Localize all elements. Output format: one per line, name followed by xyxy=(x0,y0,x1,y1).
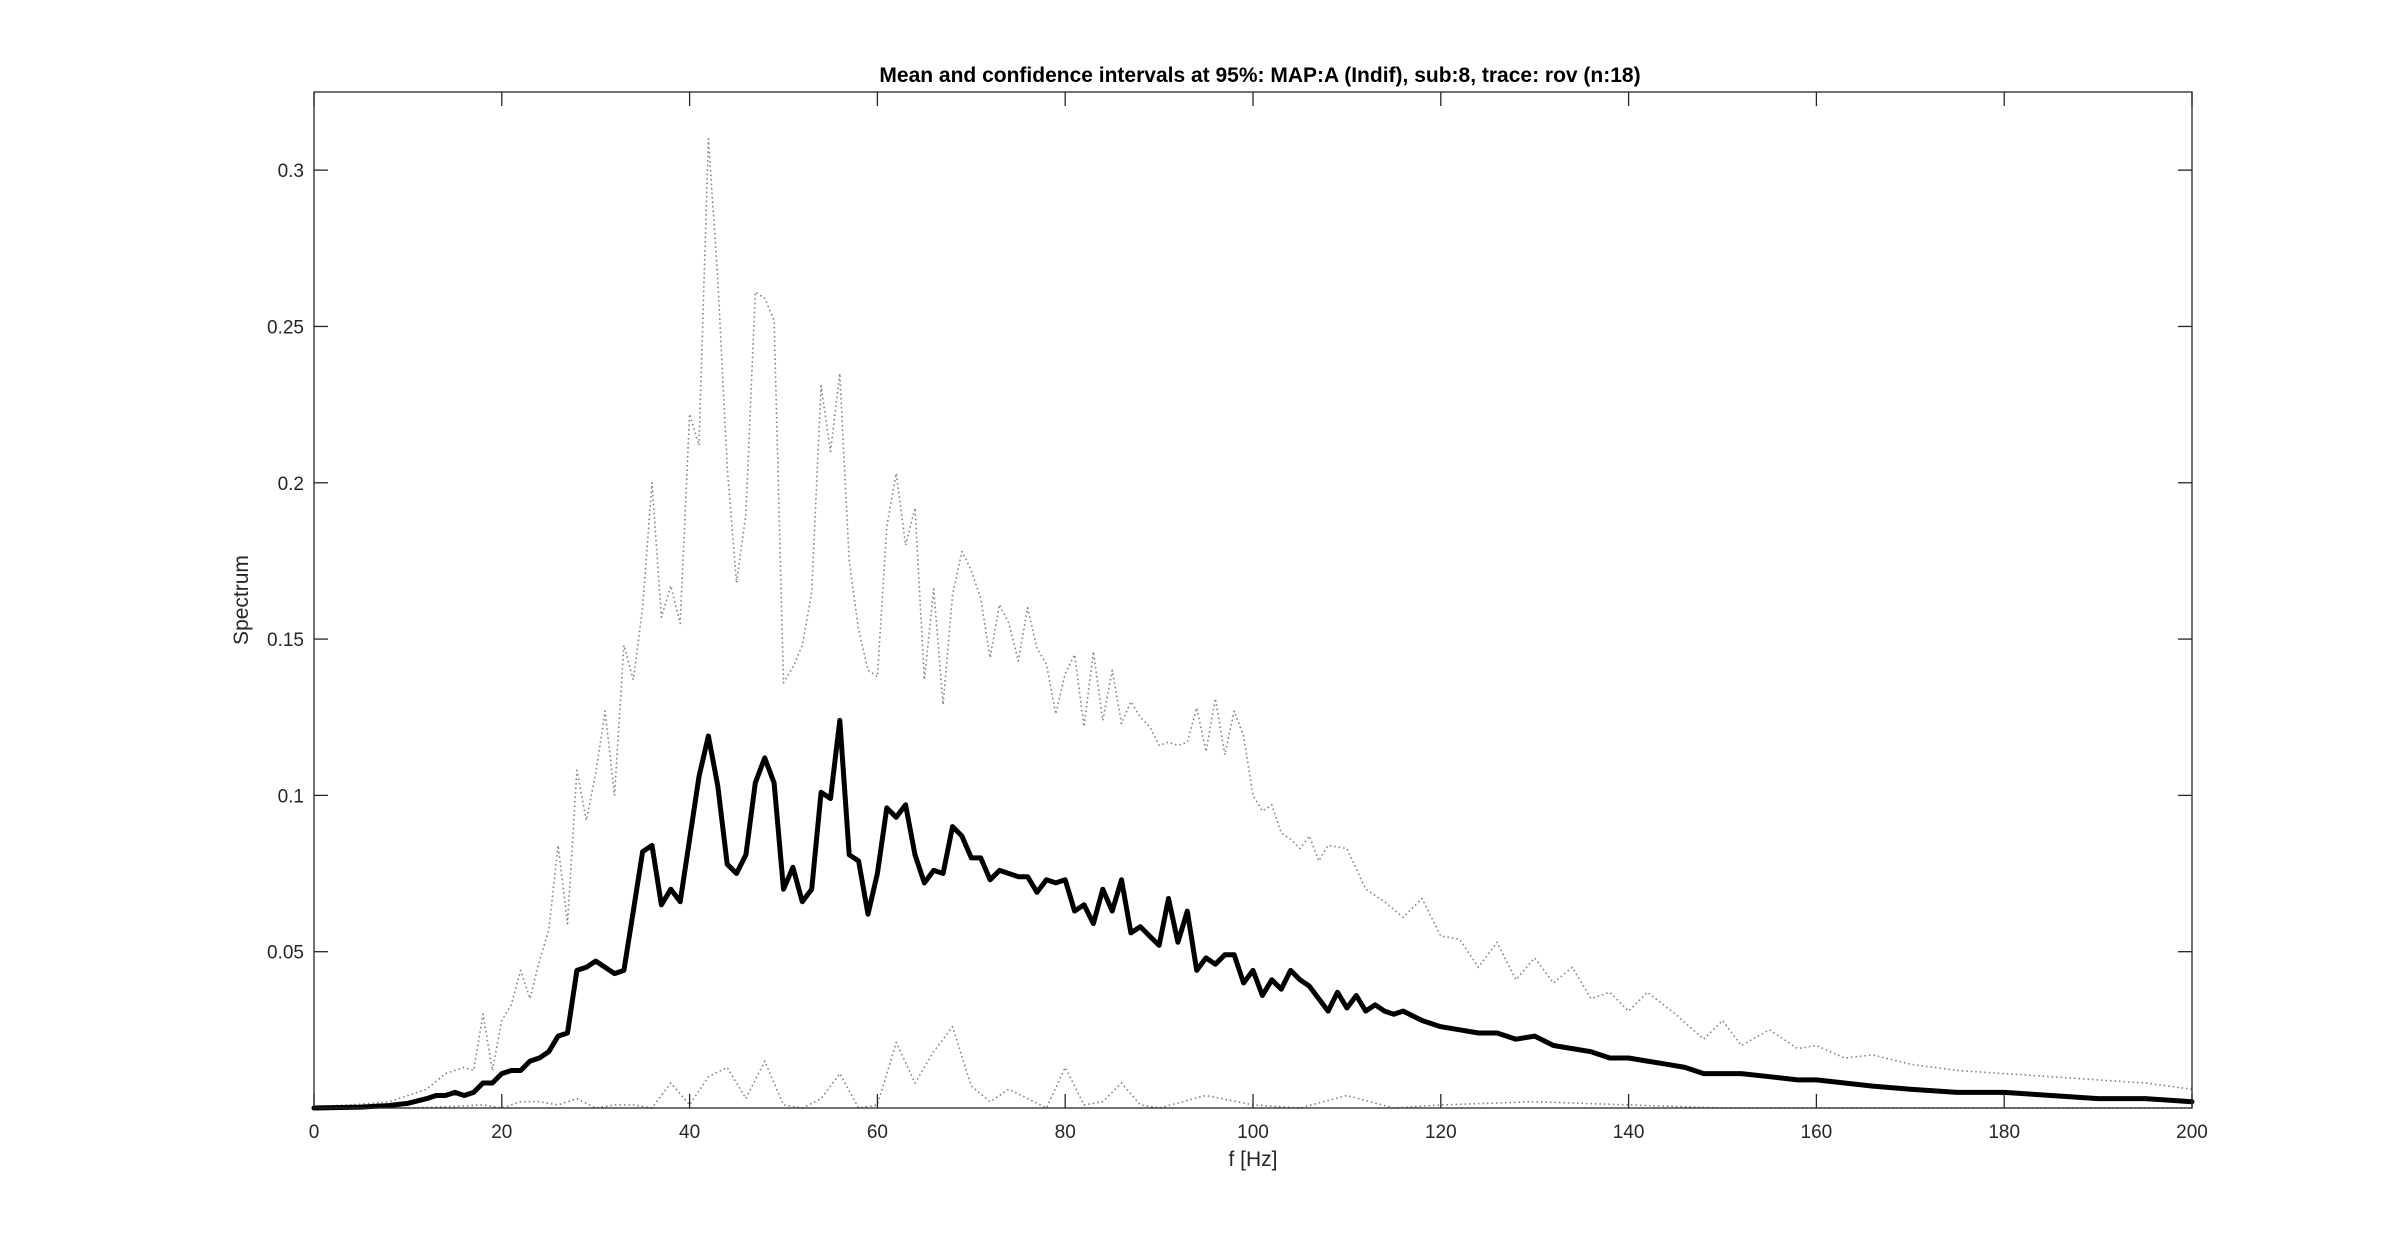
x-tick-label: 40 xyxy=(679,1122,700,1143)
x-tick-label: 100 xyxy=(1237,1122,1269,1143)
x-axis-ticks: 0 20 40 60 80 100 120 140 160 180 200 xyxy=(309,92,2208,1143)
x-tick-label: 80 xyxy=(1055,1122,1076,1143)
y-tick-label: 0.3 xyxy=(278,161,304,182)
x-tick-label: 180 xyxy=(1988,1122,2020,1143)
x-tick-label: 20 xyxy=(491,1122,512,1143)
series-line-mean xyxy=(311,717,2195,1111)
y-tick-label: 0.2 xyxy=(278,474,304,495)
y-tick-label: 0.15 xyxy=(267,630,304,651)
x-tick-label: 0 xyxy=(309,1122,320,1143)
y-axis-label: Spectrum xyxy=(230,555,253,645)
x-tick-label: 60 xyxy=(867,1122,888,1143)
x-tick-label: 120 xyxy=(1425,1122,1457,1143)
series-line-upper-ci xyxy=(313,138,2193,1108)
chart-title: Mean and confidence intervals at 95%: MA… xyxy=(879,64,1640,87)
y-axis-ticks: 0.05 0.1 0.15 0.2 0.25 0.3 xyxy=(267,161,2192,964)
y-tick-label: 0.1 xyxy=(278,786,304,807)
x-tick-label: 160 xyxy=(1801,1122,1833,1143)
y-tick-label: 0.25 xyxy=(267,317,304,338)
x-axis-label: f [Hz] xyxy=(1228,1148,1277,1171)
plot-area xyxy=(314,92,2192,1108)
y-tick-label: 0.05 xyxy=(267,943,304,964)
x-tick-label: 200 xyxy=(2176,1122,2208,1143)
x-tick-label: 140 xyxy=(1613,1122,1645,1143)
